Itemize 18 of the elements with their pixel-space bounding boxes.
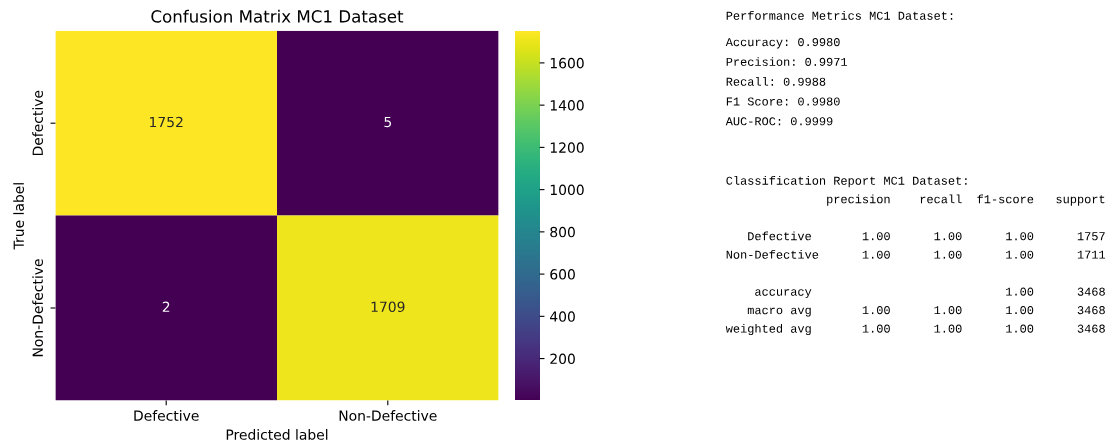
x-axis-title: Predicted label [226,429,328,440]
y-axis-title: True label [13,183,24,250]
color-bar-label: 1000 [550,184,584,196]
chart-title: Confusion Matrix MC1 Dataset [151,9,404,23]
data-label: 1709 [371,301,405,313]
color-bar-label: 1200 [550,142,584,153]
data-label: 1752 [150,116,183,128]
color-bar-label: 1600 [550,57,584,69]
data-label: 2 [162,301,170,312]
color-bar-label: 600 [550,269,575,280]
color-bar-label: 200 [550,353,575,365]
text: Accuracy: 0.9980 Precision: 0.9971 Recall: 0.9988 F1 Score: 0.9980 AUC-ROC: 0.9999 [725,38,848,126]
data-label: 5 [384,116,392,128]
text: Performance Metrics MC1 Dataset: [726,11,953,20]
color-bar-label: 1400 [550,100,584,111]
color-bar-label: 400 [550,311,575,322]
color-bar-label: 800 [550,226,575,238]
text: Classification Report MC1 Dataset: precision recall f1-score support Defective 1.00 1.00 1.00 1757 Non-Defective 1.00 1.00 1.00 1711 accuracy 1.00 3468 macro avg 1.00 1.00 1.00 3468 weighted avg 1.00 1.00 1.00 3468 [725,176,1106,336]
